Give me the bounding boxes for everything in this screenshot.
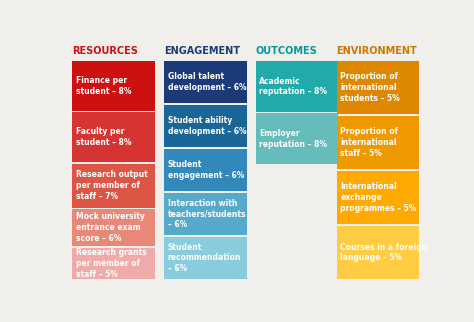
Bar <box>256 61 338 112</box>
Bar <box>72 209 155 246</box>
Text: Proportion of
international
students – 5%: Proportion of international students – 5… <box>340 72 400 103</box>
Text: Interaction with
teachers/students
– 6%: Interaction with teachers/students – 6% <box>168 199 246 229</box>
Text: ENGAGEMENT: ENGAGEMENT <box>164 46 240 56</box>
Bar <box>337 116 419 169</box>
Bar <box>164 237 246 279</box>
Text: Employer
reputation – 8%: Employer reputation – 8% <box>259 129 328 149</box>
Text: Student
recommendation
– 6%: Student recommendation – 6% <box>168 243 241 273</box>
Text: Mock university
entrance exam
score – 6%: Mock university entrance exam score – 6% <box>76 213 145 243</box>
Text: Student ability
development – 6%: Student ability development – 6% <box>168 116 246 136</box>
Text: Student
engagement – 6%: Student engagement – 6% <box>168 160 244 180</box>
Bar <box>72 164 155 207</box>
Bar <box>164 193 246 235</box>
Text: OUTCOMES: OUTCOMES <box>256 46 318 56</box>
Bar <box>337 61 419 114</box>
Text: Global talent
development – 6%: Global talent development – 6% <box>168 72 246 92</box>
Bar <box>164 105 246 147</box>
Text: Research output
per member of
staff – 7%: Research output per member of staff – 7% <box>76 170 147 201</box>
Text: Proportion of
international
staff – 5%: Proportion of international staff – 5% <box>340 127 398 158</box>
Text: Research grants
per member of
staff – 5%: Research grants per member of staff – 5% <box>76 248 146 279</box>
Bar <box>72 61 155 111</box>
Bar <box>337 171 419 224</box>
Text: Courses in a foreign
language – 5%: Courses in a foreign language – 5% <box>340 242 428 262</box>
Text: ENVIRONMENT: ENVIRONMENT <box>337 46 417 56</box>
Bar <box>164 149 246 191</box>
Bar <box>256 113 338 165</box>
Bar <box>72 248 155 279</box>
Text: Academic
reputation – 8%: Academic reputation – 8% <box>259 77 328 96</box>
Text: International
exchange
programmes – 5%: International exchange programmes – 5% <box>340 182 417 213</box>
Bar <box>337 226 419 279</box>
Text: RESOURCES: RESOURCES <box>72 46 138 56</box>
Bar <box>164 61 246 103</box>
Text: Faculty per
student – 8%: Faculty per student – 8% <box>76 128 131 147</box>
Text: Finance per
student – 8%: Finance per student – 8% <box>76 76 131 96</box>
Bar <box>72 112 155 162</box>
